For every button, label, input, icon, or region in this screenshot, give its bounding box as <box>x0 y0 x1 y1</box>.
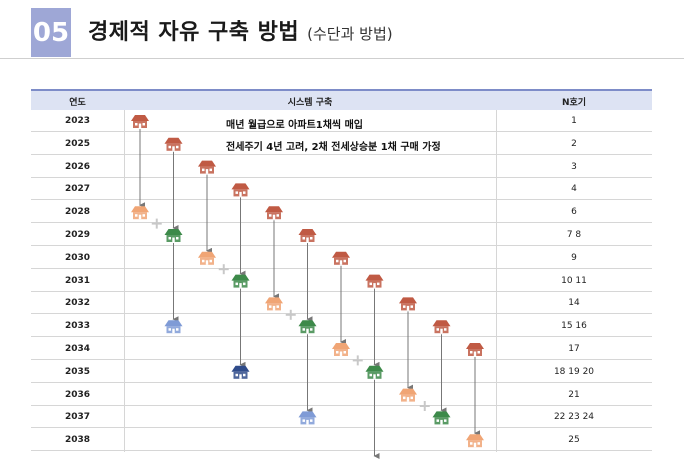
note-annual-purchase: 매년 월급으로 아파트1채씩 매입 <box>226 120 364 131</box>
header-count: N호기 <box>561 98 587 108</box>
row-year: 2028 <box>64 207 91 218</box>
row-count: 6 <box>571 207 577 218</box>
column-divider-right <box>496 110 497 452</box>
table-row: 2029 7 8 <box>31 224 652 246</box>
table-row: 2026 3 <box>31 156 652 178</box>
table-row: 2031 10 11 <box>31 270 652 292</box>
row-year: 2034 <box>64 344 91 354</box>
row-year: 2036 <box>64 389 91 400</box>
row-count: 2 <box>571 138 577 149</box>
column-divider-left <box>124 110 125 452</box>
row-year: 2032 <box>64 298 91 309</box>
header-year: 연도 <box>69 98 86 108</box>
row-count: 18 19 20 <box>553 366 595 377</box>
page-title: 경제적 자유 구축 방법 (수단과 방법) <box>88 14 393 50</box>
row-count: 7 8 <box>566 230 582 240</box>
row-year: 2033 <box>64 321 91 332</box>
row-count: 3 <box>571 161 577 172</box>
table-row: 2034 17 <box>31 338 652 360</box>
row-count: 1 <box>571 116 577 126</box>
note-jeonse-cycle: 전세주기 4년 고려, 2채 전세상승분 1채 구매 가정 <box>226 142 441 153</box>
row-count: 17 <box>568 344 580 354</box>
row-year: 2027 <box>64 184 91 195</box>
row-count: 9 <box>571 252 577 263</box>
table-row: 2036 21 <box>31 384 652 406</box>
table-row: 2037 22 23 24 <box>31 406 652 429</box>
table-row: 2023 1 <box>31 110 652 132</box>
row-year: 2037 <box>64 412 91 423</box>
row-year: 2029 <box>64 230 91 240</box>
table-row: 2027 4 <box>31 178 652 201</box>
row-count: 10 11 <box>561 275 587 286</box>
title-divider <box>0 58 684 59</box>
row-count: 4 <box>571 184 577 195</box>
table-row: 2030 9 <box>31 247 652 269</box>
row-count: 14 <box>568 298 580 309</box>
row-count: 21 <box>568 389 580 400</box>
table-row: 2028 6 <box>31 201 652 224</box>
row-year: 2026 <box>64 161 91 172</box>
row-year: 2038 <box>64 435 91 446</box>
row-year: 2023 <box>64 116 91 126</box>
section-number-badge: 05 <box>31 8 71 57</box>
row-count: 25 <box>568 435 580 446</box>
row-count: 15 16 <box>561 321 587 332</box>
table-row: 2025 2 <box>31 133 652 155</box>
table-row: 2035 18 19 20 <box>31 361 652 383</box>
row-year: 2031 <box>64 275 91 286</box>
row-year: 2035 <box>64 366 91 377</box>
table-row: 2033 15 16 <box>31 315 652 338</box>
table-row: 2032 14 <box>31 292 652 315</box>
row-year: 2030 <box>64 252 91 263</box>
page-title-main: 경제적 자유 구축 방법 <box>88 20 300 45</box>
row-count: 22 23 24 <box>553 412 595 423</box>
row-year: 2025 <box>64 138 91 149</box>
table-row: 2038 25 <box>31 429 652 452</box>
page-title-subtitle: (수단과 방법) <box>307 25 393 43</box>
table-header: 연도 시스템 구축 N호기 <box>31 89 652 110</box>
header-system: 시스템 구축 <box>287 98 333 108</box>
